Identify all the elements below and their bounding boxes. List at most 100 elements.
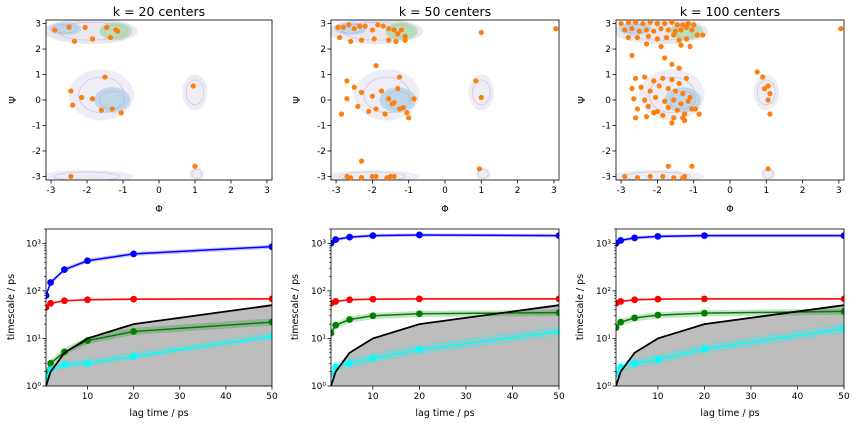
cluster-center-point bbox=[102, 74, 108, 80]
cluster-center-point bbox=[642, 74, 648, 80]
cluster-center-point bbox=[355, 103, 361, 109]
cluster-center-point bbox=[384, 175, 390, 181]
timescale-marker bbox=[631, 234, 639, 242]
timescale-marker bbox=[701, 309, 708, 317]
cluster-center-point bbox=[658, 43, 664, 50]
timescale-marker bbox=[631, 359, 639, 367]
cluster-center-point bbox=[633, 75, 639, 81]
cluster-center-point bbox=[696, 111, 702, 117]
y-tick-label: 0 bbox=[320, 96, 326, 106]
y-tick-label: 0 bbox=[35, 96, 41, 106]
x-tick-label: 2 bbox=[800, 186, 806, 196]
cluster-center-point bbox=[765, 83, 771, 89]
cluster-center-point bbox=[348, 38, 354, 45]
timescale-marker bbox=[346, 316, 354, 323]
timescale-confidence-band bbox=[46, 297, 272, 309]
cluster-center-point bbox=[683, 75, 690, 81]
y-tick-label: 10¹ bbox=[311, 334, 326, 344]
timescale-marker bbox=[369, 295, 377, 303]
x-axis-label-k20: Φ bbox=[155, 204, 162, 215]
cluster-center-point bbox=[378, 88, 385, 94]
cluster-center-point bbox=[402, 33, 408, 39]
fes-panel-k50: k = 50 centers Φ Ψ bbox=[292, 4, 491, 215]
fes-panel-k100: k = 100 centers Φ Ψ bbox=[577, 4, 780, 215]
x-tick-label: 1 bbox=[478, 186, 484, 196]
cluster-center-point bbox=[671, 32, 677, 38]
x-tick-label: 3 bbox=[264, 186, 270, 196]
cluster-center-point bbox=[658, 26, 664, 32]
cluster-center-point bbox=[358, 89, 365, 95]
cluster-center-point bbox=[642, 97, 648, 103]
cluster-center-point bbox=[391, 27, 397, 33]
y-tick-label: 1 bbox=[35, 71, 41, 81]
timescale-marker bbox=[616, 324, 620, 331]
timescale-marker bbox=[555, 295, 559, 303]
cluster-center-point bbox=[645, 103, 651, 109]
cluster-center-point bbox=[104, 24, 110, 30]
cluster-center-point bbox=[665, 163, 671, 169]
timescale-plot-area bbox=[331, 231, 559, 386]
cluster-center-point bbox=[373, 106, 379, 112]
y-tick-label: -2 bbox=[32, 147, 41, 157]
cluster-center-point bbox=[767, 91, 773, 97]
timescale-marker bbox=[617, 298, 625, 305]
cluster-center-point bbox=[622, 173, 628, 180]
cluster-center-point bbox=[676, 37, 682, 43]
cluster-center-point bbox=[640, 20, 646, 27]
x-tick-label: 30 bbox=[174, 392, 186, 402]
x-tick-label: 2 bbox=[228, 186, 234, 196]
cluster-center-point bbox=[340, 24, 346, 30]
timescale-marker bbox=[268, 295, 272, 303]
cluster-center-point bbox=[631, 96, 637, 102]
timescale-marker bbox=[555, 232, 559, 240]
x-tick-label: 0 bbox=[442, 186, 448, 196]
cluster-center-point bbox=[633, 115, 639, 121]
timescale-marker bbox=[840, 295, 844, 303]
x-tick-label: 20 bbox=[128, 392, 140, 402]
x-axis-label-k100: Φ bbox=[726, 204, 733, 215]
cluster-center-point bbox=[643, 113, 650, 120]
cluster-center-point bbox=[665, 27, 671, 33]
x-tick-label: 3 bbox=[836, 186, 842, 196]
y-axis-label-its-k20: timescale / ps bbox=[6, 274, 17, 340]
cluster-center-point bbox=[662, 98, 668, 104]
x-tick-label: 30 bbox=[460, 392, 472, 402]
cluster-center-point bbox=[694, 32, 700, 38]
timescale-marker bbox=[840, 325, 844, 333]
cluster-center-point bbox=[636, 28, 642, 34]
timescale-marker bbox=[654, 295, 662, 303]
y-tick-label: 10⁰ bbox=[596, 382, 611, 392]
x-tick-label: 20 bbox=[414, 392, 426, 402]
timescale-marker bbox=[369, 232, 377, 240]
timescale-marker bbox=[268, 333, 272, 340]
timescale-marker bbox=[654, 356, 662, 363]
cluster-center-point bbox=[629, 26, 635, 32]
cluster-center-point bbox=[678, 101, 684, 107]
density-contour-line bbox=[104, 24, 128, 38]
y-tick-label: -1 bbox=[602, 121, 611, 131]
timescale-marker bbox=[701, 295, 708, 303]
timescale-marker bbox=[416, 310, 423, 318]
cluster-center-point bbox=[660, 112, 666, 118]
y-tick-label: 10¹ bbox=[596, 334, 611, 344]
lag-time-reference-line bbox=[331, 304, 559, 386]
cluster-center-point bbox=[671, 97, 677, 103]
density-contour-line bbox=[472, 79, 491, 106]
cluster-center-point bbox=[397, 74, 403, 80]
timescale-marker bbox=[47, 359, 55, 367]
timescale-marker bbox=[47, 279, 55, 286]
timescale-marker bbox=[369, 312, 377, 320]
cluster-center-point bbox=[366, 108, 372, 115]
cluster-centers bbox=[52, 24, 198, 180]
cluster-center-point bbox=[685, 98, 691, 104]
x-tick-label: 10 bbox=[82, 392, 94, 402]
y-tick-label: 1 bbox=[320, 71, 326, 81]
cluster-center-point bbox=[663, 34, 670, 41]
timescale-marker bbox=[61, 266, 68, 274]
y-tick-label: 1 bbox=[605, 71, 611, 81]
cluster-center-point bbox=[643, 41, 650, 47]
timescale-marker bbox=[631, 314, 639, 322]
y-tick-label: 2 bbox=[35, 45, 41, 55]
cluster-center-point bbox=[633, 19, 639, 25]
timescale-confidence-band bbox=[331, 233, 559, 246]
